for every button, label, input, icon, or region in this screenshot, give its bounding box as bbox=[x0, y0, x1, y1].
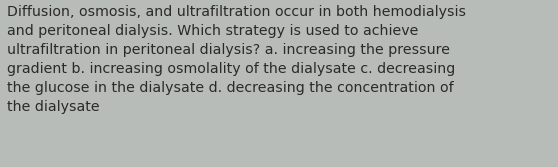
Text: Diffusion, osmosis, and ultrafiltration occur in both hemodialysis
and peritonea: Diffusion, osmosis, and ultrafiltration … bbox=[7, 5, 466, 114]
